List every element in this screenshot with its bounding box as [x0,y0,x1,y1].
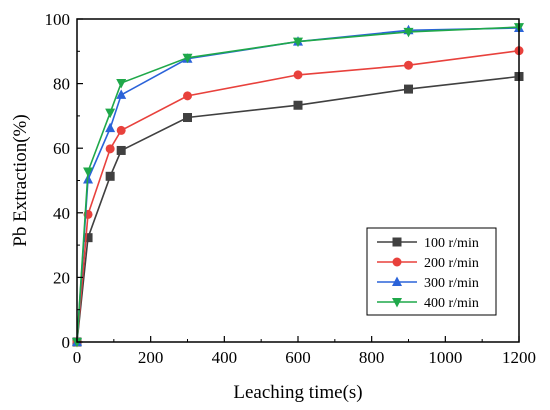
data-point-triangle-down [403,27,414,38]
data-point-circle [105,144,115,154]
axis-layer: 0 200 400 600 800 1000 1200 0 20 40 60 80 100 [45,10,537,367]
legend-box [366,227,497,316]
legend-label: 400 r/min [424,296,479,311]
x-tick-label: 1200 [502,348,536,367]
data-point-triangle-down [293,37,303,48]
legend-label: 100 r/min [424,236,479,251]
legend-label: 300 r/min [424,276,479,291]
x-tick-label: 600 [285,348,311,367]
data-point-square [404,84,413,94]
x-axis-title: Leaching time(s) [233,382,362,403]
y-tick-label: 100 [45,10,71,29]
data-point-triangle-up [116,89,127,99]
series-line [76,27,520,343]
x-tick-label: 1000 [428,348,462,367]
x-tick-label: 200 [138,348,164,367]
y-tick-label: 20 [53,268,70,287]
series-line [76,75,520,343]
x-tick-label: 400 [212,348,238,367]
legend-label: 200 r/min [424,256,479,271]
legend-item: 100 r/min [377,236,479,251]
data-point-triangle-down [105,108,116,119]
data-point-square [105,171,115,181]
series-line [76,49,520,343]
legend-item: 400 r/min [377,296,479,311]
data-point-triangle-down [83,167,94,177]
data-point-circle [293,70,303,80]
y-tick-label: 60 [53,139,70,158]
data-point-square [116,145,126,155]
data-point-circle [404,60,413,70]
data-point-triangle-down [182,53,193,64]
data-point-circle [183,91,192,101]
legend: 100 r/min 200 r/min 300 r/min 400 r/min [366,227,497,316]
data-point-triangle-up [105,122,116,133]
data-point-triangle-down [392,298,402,308]
data-point-square [83,233,93,243]
data-point-square [392,237,402,247]
series-3 [72,23,524,348]
x-tick-label: 800 [359,348,385,367]
legend-item: 300 r/min [377,276,479,291]
data-point-square [293,100,303,110]
series-line [76,26,520,343]
data-point-square [183,113,192,123]
y-tick-label: 0 [62,333,71,352]
y-axis-title: Pb Extraction(%) [10,114,31,246]
legend-item: 200 r/min [377,256,479,271]
data-point-triangle-up [392,276,402,286]
data-point-triangle-down [116,78,127,89]
x-tick-label: 0 [73,348,82,367]
series-layer [72,22,524,348]
data-point-circle [392,257,402,267]
y-tick-label: 80 [53,75,70,94]
data-point-circle [116,125,126,135]
y-tick-label: 40 [53,204,70,223]
